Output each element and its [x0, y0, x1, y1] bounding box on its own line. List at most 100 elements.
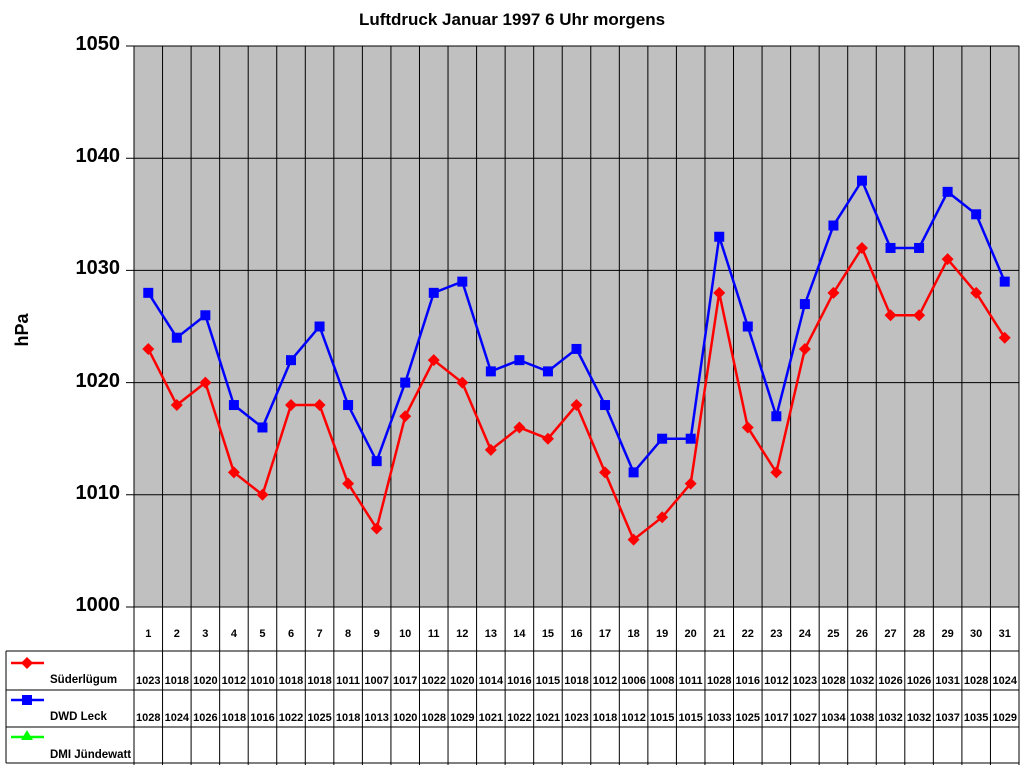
table-value-cell: 1017	[392, 675, 418, 687]
table-value-cell: 1031	[935, 675, 960, 687]
table-day-header: 23	[770, 628, 783, 640]
square-marker-icon	[885, 242, 896, 253]
table-value-cell: 1017	[764, 712, 789, 724]
table-value-cell: 1015	[535, 675, 561, 687]
square-marker-icon	[628, 467, 639, 478]
square-marker-icon	[371, 456, 382, 467]
table-day-header: 9	[373, 628, 380, 640]
square-marker-icon	[742, 321, 753, 332]
table-value-cell: 1015	[649, 712, 675, 724]
square-marker-icon	[485, 366, 496, 377]
square-marker-icon	[314, 321, 325, 332]
table-day-header: 5	[259, 628, 266, 640]
diamond-marker-icon	[399, 410, 412, 423]
diamond-marker-icon	[342, 477, 355, 490]
square-marker-icon	[171, 332, 182, 343]
table-value-cell: 1022	[507, 712, 532, 724]
table-day-header: 26	[855, 628, 869, 640]
table-value-cell: 1016	[250, 712, 275, 724]
table-value-cell: 1012	[221, 675, 247, 687]
table-value-cell: 1006	[621, 675, 646, 687]
table-day-header: 6	[287, 628, 295, 640]
square-marker-icon	[714, 231, 725, 242]
diamond-marker-icon	[570, 399, 583, 412]
diamond-marker-icon	[427, 354, 440, 367]
diamond-marker-icon	[199, 376, 212, 389]
table-value-cell: 1012	[764, 675, 789, 687]
table-day-header: 13	[484, 628, 497, 640]
diamond-marker-icon	[998, 331, 1011, 344]
table-value-cell: 1028	[421, 712, 446, 724]
diamond-marker-icon	[170, 399, 183, 412]
square-marker-icon	[685, 433, 696, 444]
table-day-header: 18	[627, 628, 640, 640]
square-marker-icon	[571, 343, 582, 354]
table-value-cell: 1028	[821, 675, 846, 687]
table-value-cell: 1018	[164, 675, 190, 687]
table-day-header: 4	[230, 628, 237, 640]
square-marker-icon	[457, 276, 468, 287]
table-value-cell: 1008	[649, 675, 675, 687]
table-value-cell: 1014	[478, 675, 504, 687]
table-value-cell: 1024	[992, 675, 1017, 687]
diamond-marker-icon	[770, 466, 783, 479]
table-value-cell: 1012	[621, 712, 646, 724]
square-marker-icon	[428, 287, 439, 298]
legend-label: DWD Leck	[50, 711, 107, 723]
square-marker-icon	[542, 366, 553, 377]
square-marker-icon	[657, 433, 668, 444]
diamond-marker-icon	[227, 466, 240, 479]
table-day-header: 15	[541, 628, 555, 640]
square-marker-icon	[400, 377, 411, 388]
chart-title: Luftdruck Januar 1997 6 Uhr morgens	[358, 10, 666, 29]
table-day-header: 25	[827, 628, 840, 640]
square-marker-icon	[828, 220, 839, 231]
table-day-header: 17	[598, 628, 612, 640]
y-tick-label: 1000	[75, 594, 121, 616]
diamond-marker-icon	[855, 241, 868, 254]
table-value-cell: 1028	[963, 675, 989, 687]
table-value-cell: 1025	[307, 712, 332, 724]
table-day-header: 28	[912, 628, 926, 640]
table-value-cell: 1016	[735, 675, 761, 687]
diamond-marker-icon	[970, 286, 983, 299]
diamond-marker-icon	[884, 309, 897, 322]
square-marker-icon	[942, 186, 953, 197]
table-day-header: 22	[741, 628, 754, 640]
table-value-cell: 1028	[136, 712, 161, 724]
table-day-header: 31	[998, 628, 1011, 640]
table-value-cell: 1038	[849, 712, 875, 724]
diamond-marker-icon	[913, 309, 926, 322]
table-value-cell: 1026	[878, 675, 903, 687]
table-value-cell: 1007	[364, 675, 389, 687]
diamond-marker-icon	[798, 342, 811, 355]
square-marker-icon	[600, 400, 611, 411]
table-value-cell: 1029	[450, 712, 475, 724]
table-value-cell: 1022	[421, 675, 446, 687]
table-value-cell: 1011	[678, 675, 703, 687]
table-day-header: 19	[656, 628, 669, 640]
legend-label: DMI Jündewatt	[50, 749, 132, 761]
table-value-cell: 1035	[963, 712, 989, 724]
table-value-cell: 1021	[478, 712, 504, 724]
diamond-marker-icon	[541, 432, 554, 445]
table-day-header: 14	[513, 628, 526, 640]
square-marker-icon	[343, 400, 354, 411]
diamond-marker-icon	[684, 477, 697, 490]
table-value-cell: 1015	[678, 712, 703, 724]
table-day-header: 3	[202, 628, 209, 640]
table-value-cell: 1020	[392, 712, 418, 724]
table-value-cell: 1018	[335, 712, 361, 724]
table-value-cell: 1025	[735, 712, 761, 724]
square-marker-icon	[914, 242, 925, 253]
table-day-header: 8	[345, 628, 352, 640]
diamond-marker-icon	[599, 466, 612, 479]
table-value-cell: 1023	[564, 712, 589, 724]
table-day-header: 2	[173, 628, 180, 640]
table-value-cell: 1020	[193, 675, 218, 687]
square-marker-icon	[200, 310, 211, 321]
table-value-cell: 1018	[278, 675, 304, 687]
table-value-cell: 1010	[250, 675, 275, 687]
square-marker-icon	[514, 355, 525, 366]
